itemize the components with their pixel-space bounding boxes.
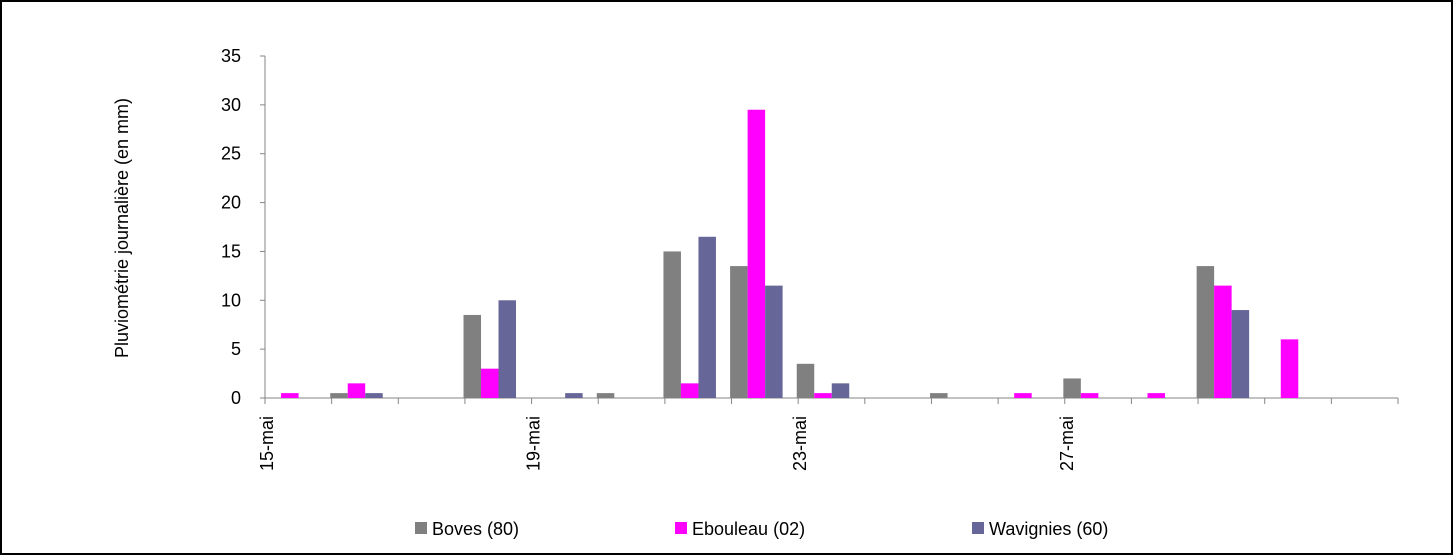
bar-boves-80 [596, 393, 615, 398]
bar-wavignies-60 [498, 300, 517, 398]
x-tick-label: 23-mai [790, 416, 810, 471]
bar-wavignies-60 [565, 393, 583, 398]
bar-ebouleau-02 [347, 383, 366, 398]
y-axis-label: Pluviométrie journalière (en mm) [112, 98, 132, 358]
bar-boves-80 [796, 363, 815, 398]
y-tick-label: 0 [231, 388, 241, 408]
bar-boves-80 [1196, 266, 1215, 398]
y-tick-label: 20 [221, 193, 241, 213]
y-tick-label: 5 [231, 339, 241, 359]
x-tick-label: 15-mai [257, 416, 277, 471]
bar-ebouleau-02 [680, 383, 699, 398]
bar-wavignies-60 [365, 393, 383, 398]
legend-label: Wavignies (60) [989, 519, 1108, 539]
bar-wavignies-60 [831, 383, 850, 398]
y-tick-label: 30 [221, 95, 241, 115]
bar-ebouleau-02 [481, 368, 499, 398]
bar-wavignies-60 [1231, 310, 1250, 398]
bar-wavignies-60 [765, 285, 783, 398]
legend-swatch [675, 522, 687, 534]
bar-boves-80 [463, 314, 482, 398]
legend-swatch [415, 522, 427, 534]
y-tick-label: 10 [221, 290, 241, 310]
bar-boves-80 [330, 393, 348, 398]
x-tick-label: 27-mai [1057, 416, 1077, 471]
bar-ebouleau-02 [1080, 393, 1099, 398]
legend-label: Boves (80) [432, 519, 519, 539]
plot-area: 0 5 10 15 20 25 30 35 15-mai 19-mai 23-mai 27-mai Bo… [221, 46, 1399, 539]
bar-ebouleau-02 [1147, 393, 1165, 398]
legend-swatch [972, 522, 984, 534]
bar-boves-80 [1063, 378, 1081, 398]
bar-boves-80 [663, 251, 681, 398]
y-tick-label: 35 [221, 46, 241, 66]
bar-ebouleau-02 [1280, 339, 1299, 398]
bar-ebouleau-02 [814, 393, 832, 398]
bar-ebouleau-02 [747, 109, 766, 398]
bar-wavignies-60 [698, 236, 716, 398]
legend-label: Ebouleau (02) [692, 519, 805, 539]
bar-ebouleau-02 [1014, 393, 1032, 398]
y-tick-label: 15 [221, 241, 241, 261]
bar-ebouleau-02 [281, 393, 299, 398]
y-tick-label: 25 [221, 144, 241, 164]
x-tick-label: 19-mai [524, 416, 544, 471]
bar-ebouleau-02 [1214, 285, 1232, 398]
bar-boves-80 [730, 266, 748, 398]
bar-boves-80 [930, 393, 948, 398]
